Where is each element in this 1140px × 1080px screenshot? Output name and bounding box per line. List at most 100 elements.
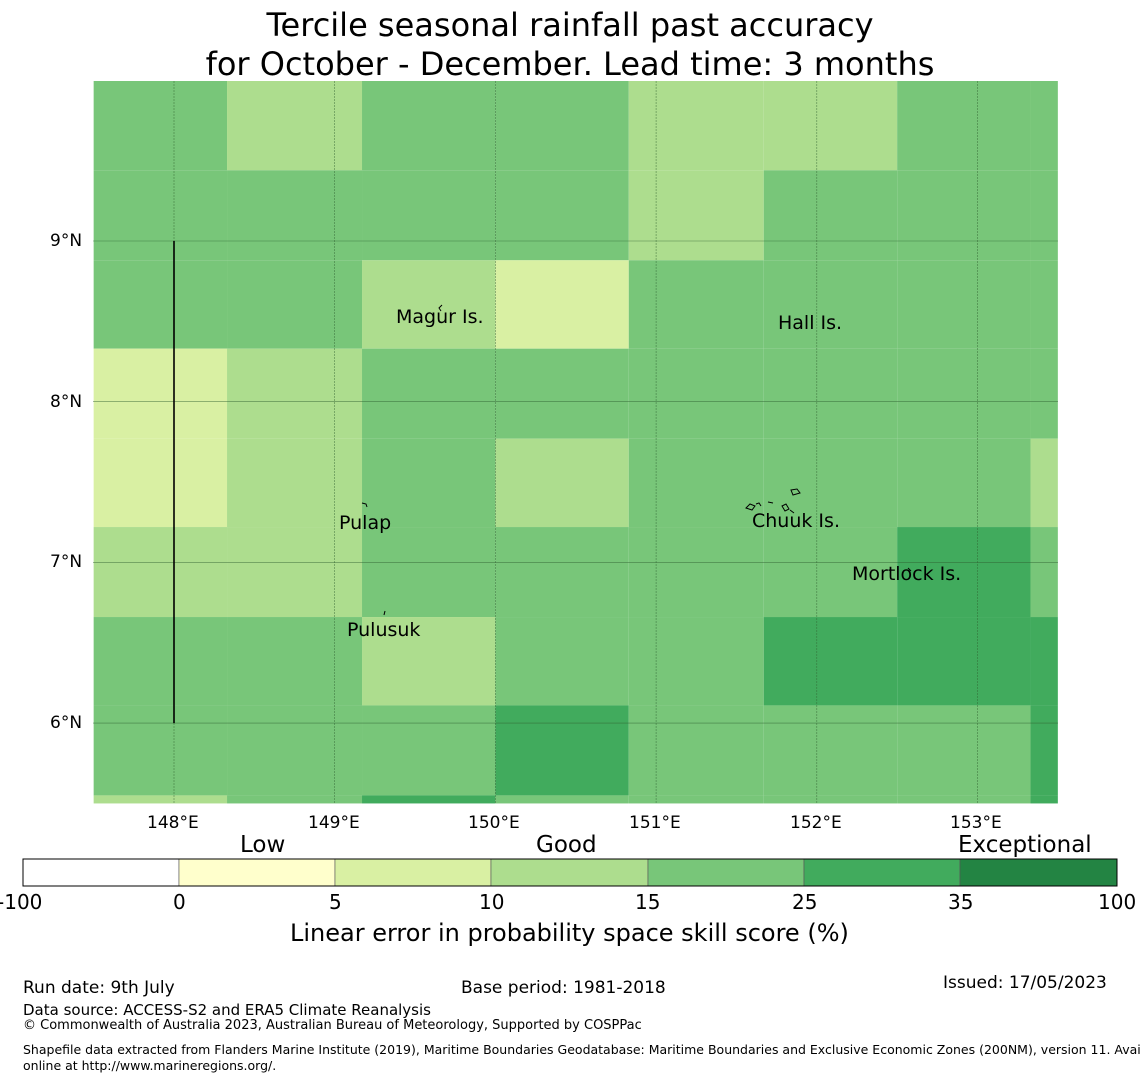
- skill-cell: [1030, 795, 1058, 804]
- skill-cell: [362, 795, 496, 804]
- skill-cell: [897, 527, 1031, 618]
- skill-cell: [897, 348, 1031, 439]
- skill-cell: [763, 438, 898, 528]
- place-label-mortlock: Mortlock Is.: [852, 563, 962, 585]
- title-line-2: for October - December. Lead time: 3 mon…: [205, 45, 935, 83]
- skill-cell: [628, 438, 764, 528]
- place-label-pulap: Pulap: [339, 512, 392, 534]
- lon-label-151e: 151°E: [629, 813, 681, 833]
- skill-cell: [1030, 260, 1058, 349]
- colorbar: [22, 858, 1118, 887]
- skill-cell: [1030, 438, 1058, 528]
- skill-cell: [362, 348, 496, 439]
- skill-cell: [897, 260, 1031, 349]
- lat-label-9n: 9°N: [50, 231, 83, 251]
- skill-cell: [362, 260, 496, 349]
- skill-cell: [897, 795, 1031, 804]
- skill-cell: [93, 795, 228, 804]
- lon-label-149e: 149°E: [308, 813, 360, 833]
- place-label-hall: Hall Is.: [778, 312, 843, 334]
- skill-cell: [897, 170, 1031, 261]
- place-label-magur: Magur Is.: [396, 306, 484, 328]
- skill-cell: [628, 795, 764, 804]
- skill-cell: [763, 260, 898, 349]
- lon-label-153e: 153°E: [950, 813, 1002, 833]
- skill-cell: [227, 527, 363, 618]
- colorbar-tick-15: 15: [635, 890, 661, 914]
- skill-cell: [227, 170, 363, 261]
- skill-cell: [897, 438, 1031, 528]
- skill-cell: [897, 617, 1031, 706]
- mortlock-island-outline: [907, 567, 912, 572]
- skill-cell: [93, 170, 228, 261]
- skill-cell: [227, 81, 363, 171]
- colorbar-tick-10: 10: [479, 890, 505, 914]
- colorbar-title: Linear error in probability space skill …: [290, 919, 849, 947]
- skill-cell: [763, 527, 898, 618]
- lat-label-8n: 8°N: [50, 392, 83, 412]
- skill-cell: [93, 438, 228, 528]
- colorbar-tick-100: 100: [1098, 890, 1137, 914]
- chuuk-islands-outline: [745, 488, 801, 514]
- skill-cell: [628, 260, 764, 349]
- skill-cell: [1030, 617, 1058, 706]
- skill-cell: [763, 705, 898, 796]
- skill-cell: [763, 795, 898, 804]
- skill-cell: [495, 170, 629, 261]
- skill-cell: [93, 260, 228, 349]
- skill-cell: [763, 81, 898, 171]
- shapefile-credit-1: Shapefile data extracted from Flanders M…: [23, 1042, 1140, 1057]
- skill-cell: [1030, 81, 1058, 171]
- skill-cell: [495, 81, 629, 171]
- colorbar-swatch: [22, 858, 180, 887]
- colorbar-swatch: [178, 858, 336, 887]
- skill-cell: [362, 617, 496, 706]
- colorbar-swatch: [334, 858, 492, 887]
- skill-cell: [628, 705, 764, 796]
- skill-cell: [227, 348, 363, 439]
- data-source: Data source: ACCESS-S2 and ERA5 Climate …: [23, 1001, 431, 1019]
- skill-cell: [495, 705, 629, 796]
- title-line-1: Tercile seasonal rainfall past accuracy: [266, 6, 874, 44]
- issued-date: Issued: 17/05/2023: [943, 973, 1107, 993]
- skill-cell: [93, 617, 228, 706]
- skill-cell: [495, 795, 629, 804]
- colorbar-category-exceptional: Exceptional: [958, 832, 1092, 858]
- colorbar-tick-25: 25: [792, 890, 818, 914]
- skill-cell: [495, 617, 629, 706]
- colorbar-category-low: Low: [240, 832, 286, 858]
- lat-label-6n: 6°N: [50, 713, 83, 733]
- skill-cell: [495, 527, 629, 618]
- skill-cell: [763, 170, 898, 261]
- skill-cell: [763, 617, 898, 706]
- copyright: © Commonwealth of Australia 2023, Austra…: [23, 1018, 642, 1033]
- skill-cell: [227, 795, 363, 804]
- lon-label-148e: 148°E: [147, 813, 199, 833]
- skill-cell: [897, 81, 1031, 171]
- skill-cell: [1030, 527, 1058, 618]
- skill-cell: [495, 260, 629, 349]
- skill-cell: [628, 617, 764, 706]
- colorbar-tick-35: 35: [948, 890, 974, 914]
- colorbar-tick-5: 5: [329, 890, 342, 914]
- skill-cell: [227, 705, 363, 796]
- lon-label-150e: 150°E: [468, 813, 520, 833]
- skill-cell: [362, 81, 496, 171]
- skill-cell: [495, 438, 629, 528]
- skill-cell: [1030, 348, 1058, 439]
- skill-cell: [362, 170, 496, 261]
- run-date: Run date: 9th July: [23, 978, 175, 998]
- skill-cell: [362, 438, 496, 528]
- skill-cell: [1030, 170, 1058, 261]
- colorbar-outline: [22, 858, 1118, 887]
- colorbar-category-good: Good: [536, 832, 597, 858]
- skill-grid: [93, 81, 1058, 804]
- colorbar-swatch: [803, 858, 961, 887]
- skill-cell: [495, 348, 629, 439]
- skill-cell: [628, 170, 764, 261]
- skill-cell: [93, 81, 228, 171]
- skill-cell: [227, 438, 363, 528]
- shapefile-credit-2: online at http://www.marineregions.org/.: [23, 1058, 277, 1073]
- skill-cell: [628, 81, 764, 171]
